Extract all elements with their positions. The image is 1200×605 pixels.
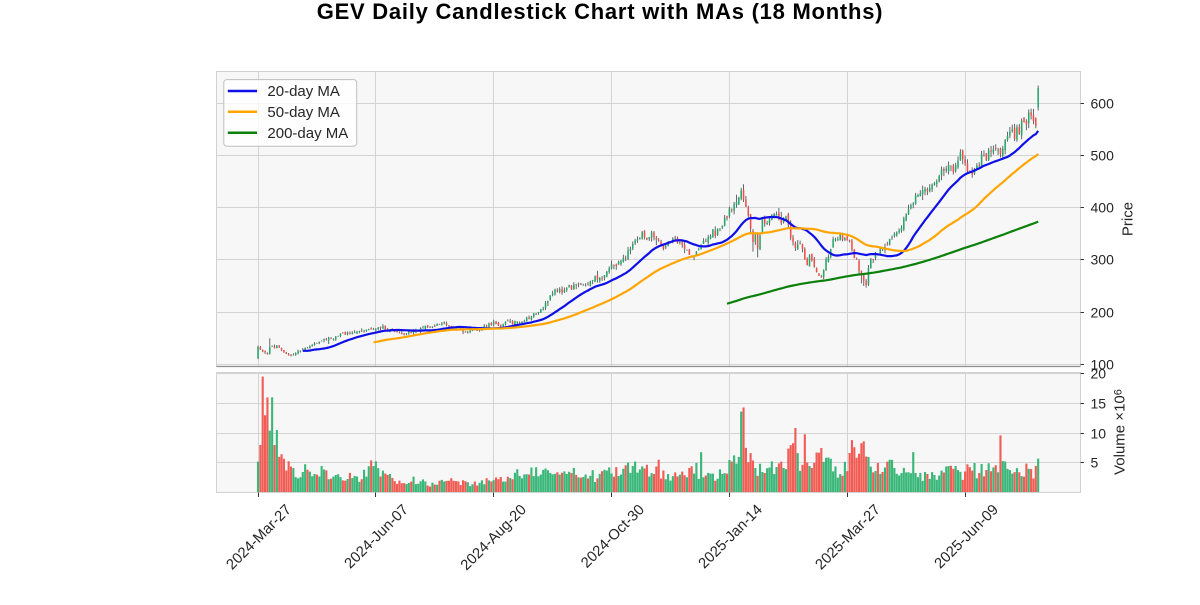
svg-text:Volume ×106: Volume ×106 [1112,389,1129,475]
svg-text:20-day MA: 20-day MA [267,83,340,100]
svg-text:GEV Daily Candlestick Chart wi: GEV Daily Candlestick Chart with MAs (18… [317,0,884,24]
svg-text:600: 600 [1091,96,1115,112]
svg-text:200: 200 [1091,305,1115,321]
svg-text:15: 15 [1091,396,1107,412]
svg-text:20: 20 [1091,366,1107,382]
svg-text:400: 400 [1091,200,1115,216]
svg-text:10: 10 [1091,426,1107,442]
svg-text:300: 300 [1091,252,1115,268]
svg-text:50-day MA: 50-day MA [267,104,340,121]
svg-text:500: 500 [1091,148,1115,164]
svg-text:100: 100 [1091,357,1115,373]
svg-text:5: 5 [1091,455,1099,471]
svg-text:Price: Price [1120,202,1137,236]
svg-text:200-day MA: 200-day MA [267,125,348,142]
